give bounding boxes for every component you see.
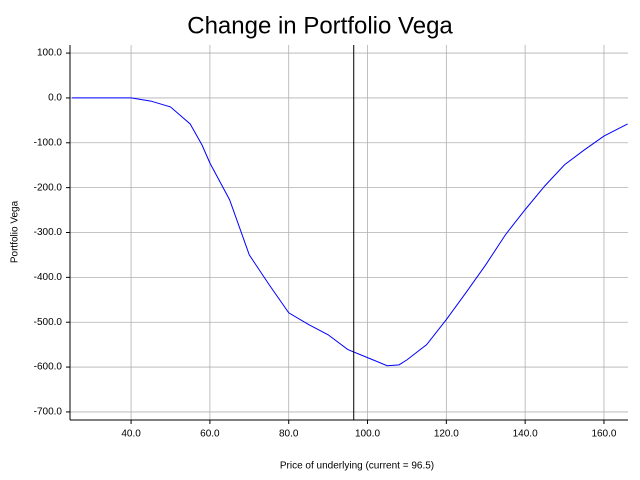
x-tick-label: 160.0 [591, 429, 616, 440]
y-tick-label: -100.0 [34, 137, 63, 148]
x-tick-label: 140.0 [513, 429, 538, 440]
y-tick-label: 0.0 [48, 93, 62, 104]
y-tick-label: -600.0 [34, 362, 63, 373]
y-tick-label: -700.0 [34, 407, 63, 418]
x-tick-label: 60.0 [200, 429, 220, 440]
y-axis-label: Portfolio Vega [10, 200, 21, 263]
x-axis-label: Price of underlying (current = 96.5) [280, 461, 434, 472]
x-tick-label: 40.0 [121, 429, 141, 440]
x-tick-label: 100.0 [355, 429, 380, 440]
y-tick-label: -400.0 [34, 272, 63, 283]
y-tick-label: -200.0 [34, 182, 63, 193]
y-tick-label: -300.0 [34, 227, 63, 238]
chart-title: Change in Portfolio Vega [187, 12, 453, 39]
y-tick-label: 100.0 [37, 48, 62, 59]
y-tick-label: -500.0 [34, 317, 63, 328]
x-tick-label: 80.0 [279, 429, 299, 440]
x-tick-label: 120.0 [434, 429, 459, 440]
data-line [71, 97, 628, 367]
